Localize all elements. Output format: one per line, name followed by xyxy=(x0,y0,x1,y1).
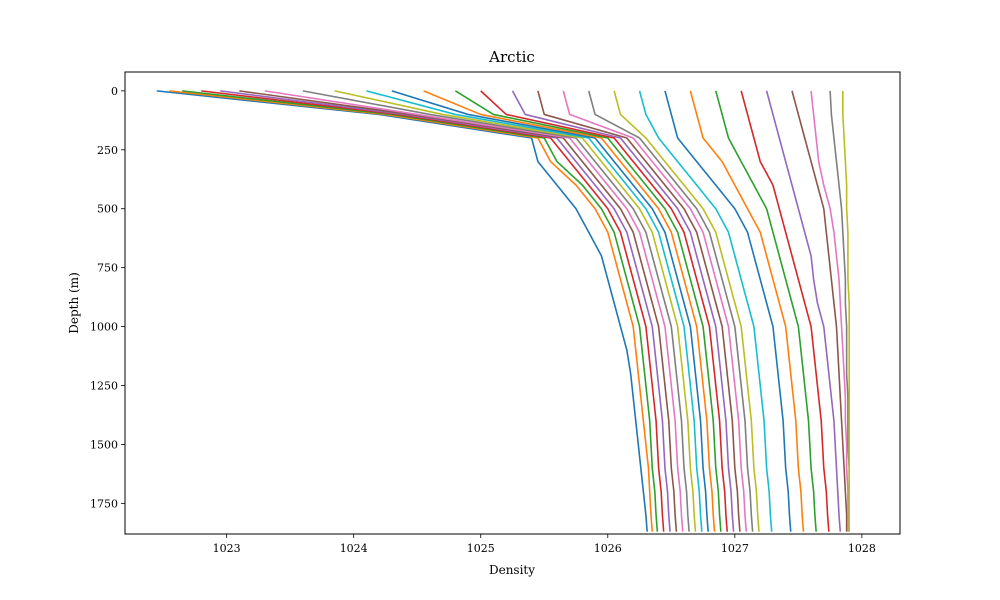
profile-line-2 xyxy=(169,90,654,532)
profile-line-26 xyxy=(791,90,848,532)
profile-line-22 xyxy=(689,90,805,532)
x-tick-label: 1027 xyxy=(721,542,749,555)
profile-line-23 xyxy=(715,90,817,532)
profile-line-14 xyxy=(480,90,729,532)
x-axis-label: Density xyxy=(489,563,535,577)
profile-line-11 xyxy=(391,90,709,532)
profile-line-3 xyxy=(182,90,659,532)
profile-line-7 xyxy=(264,90,684,532)
profile-line-10 xyxy=(366,90,703,532)
y-tick-label: 750 xyxy=(97,262,118,275)
x-tick-label: 1023 xyxy=(213,542,241,555)
profile-line-19 xyxy=(613,90,760,532)
x-tick-label: 1026 xyxy=(594,542,622,555)
x-tick-label: 1025 xyxy=(467,542,495,555)
profile-line-16 xyxy=(537,90,741,532)
profile-line-15 xyxy=(511,90,735,532)
y-axis-ticks: 0 250 500 750 1000 1250 1500 1750 xyxy=(90,85,125,510)
x-tick-label: 1024 xyxy=(340,542,368,555)
profile-line-24 xyxy=(740,90,830,532)
profile-line-21 xyxy=(664,90,792,532)
profile-line-4 xyxy=(201,90,665,532)
y-axis-label: Depth (m) xyxy=(67,272,81,334)
profile-line-20 xyxy=(638,90,773,532)
y-tick-label: 1500 xyxy=(90,438,118,451)
x-tick-label: 1028 xyxy=(848,542,876,555)
profile-line-18 xyxy=(587,90,754,532)
profile-line-25 xyxy=(765,90,842,532)
profile-line-6 xyxy=(239,90,678,532)
chart-title: Arctic xyxy=(488,48,535,66)
profile-line-8 xyxy=(302,90,690,532)
x-axis-ticks: 1023 1024 1025 1026 1027 1028 xyxy=(213,534,876,555)
profile-lines xyxy=(156,90,850,532)
y-tick-label: 1750 xyxy=(90,497,118,510)
y-tick-label: 250 xyxy=(97,144,118,157)
profile-line-9 xyxy=(334,90,697,532)
profile-line-5 xyxy=(220,90,671,532)
profile-line-12 xyxy=(423,90,716,532)
profile-line-29 xyxy=(842,90,850,532)
profile-line-17 xyxy=(562,90,748,532)
y-tick-label: 0 xyxy=(111,85,118,98)
profile-line-27 xyxy=(810,90,849,532)
profile-line-1 xyxy=(156,90,648,532)
y-tick-label: 1000 xyxy=(90,321,118,334)
y-tick-label: 500 xyxy=(97,203,118,216)
plot-frame xyxy=(124,71,901,535)
y-tick-label: 1250 xyxy=(90,380,118,393)
profile-line-13 xyxy=(454,90,722,532)
